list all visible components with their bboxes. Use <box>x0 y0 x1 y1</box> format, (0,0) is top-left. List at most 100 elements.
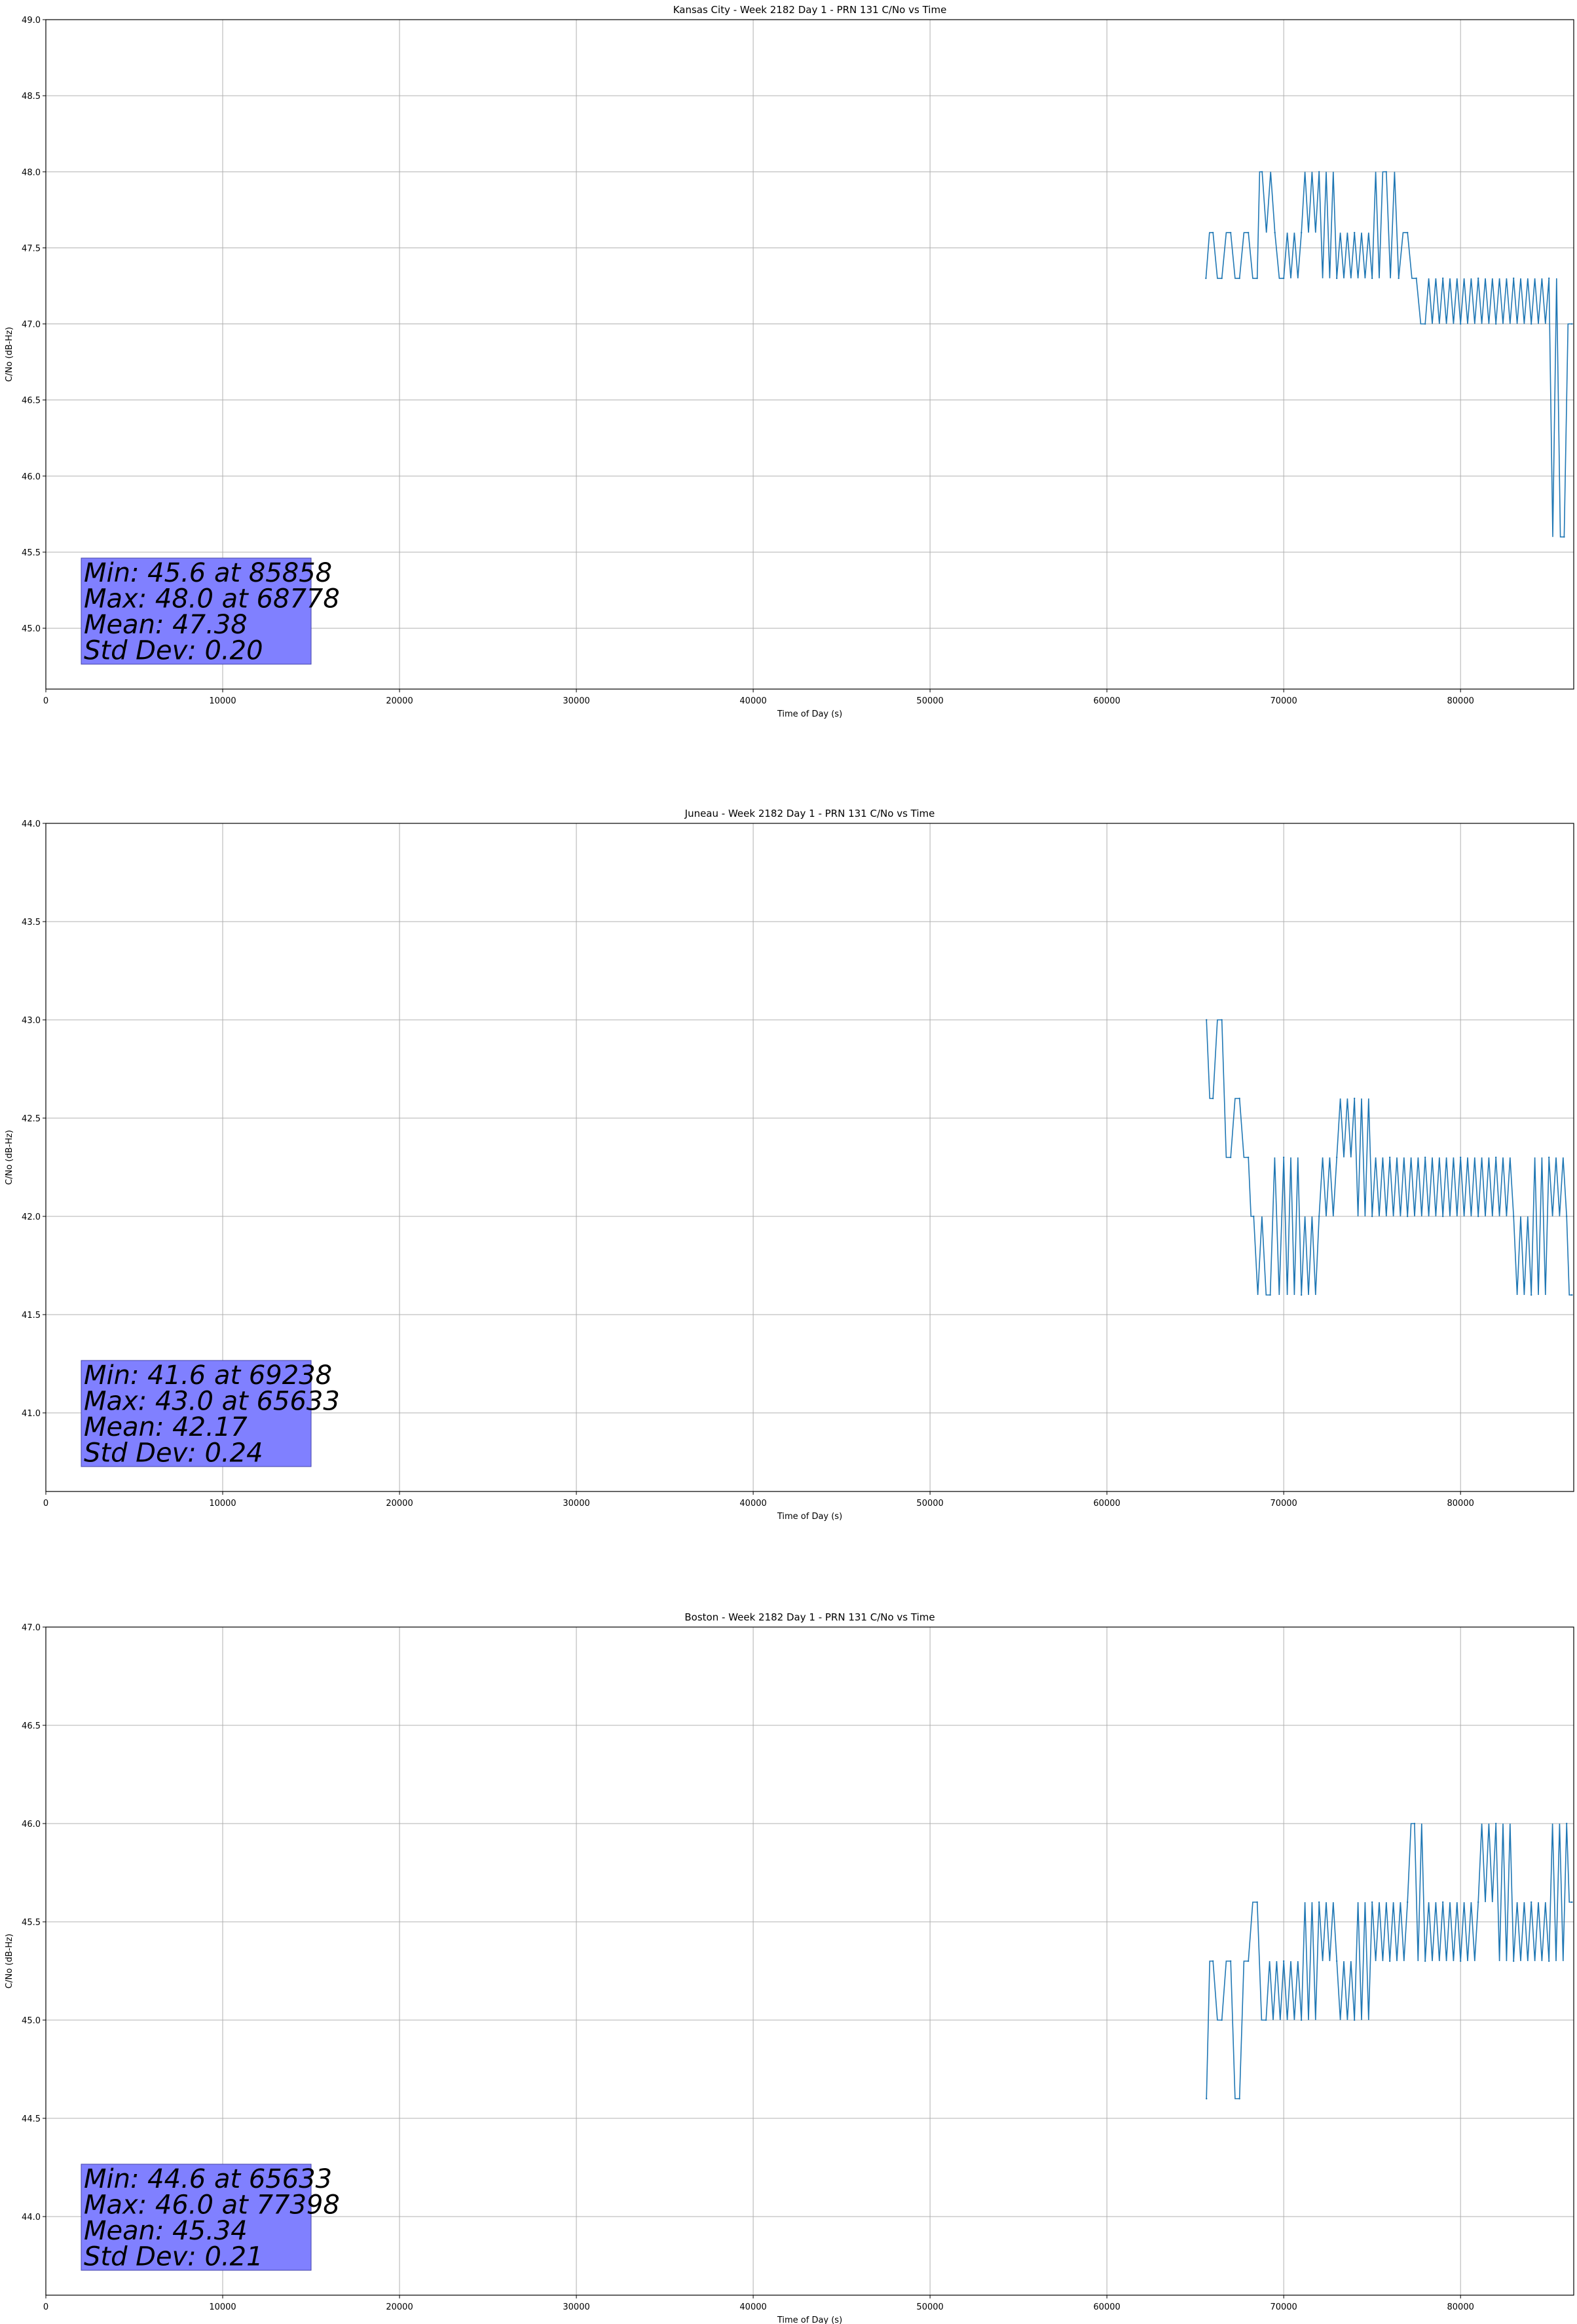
data-point <box>1548 277 1550 280</box>
data-point <box>1300 2019 1303 2021</box>
plot-area-frame <box>45 1626 1574 2296</box>
data-point <box>1238 277 1240 280</box>
x-tick-label: 10000 <box>209 1499 236 1509</box>
x-tick-label: 30000 <box>563 1499 589 1509</box>
data-point <box>1406 231 1409 234</box>
data-point <box>1385 171 1387 173</box>
data-point <box>1229 1156 1232 1159</box>
y-tick-label: 43.5 <box>22 918 41 928</box>
stats-line: Max: 46.0 at 77398 <box>84 2190 340 2221</box>
data-point <box>1353 2019 1356 2021</box>
data-point <box>1459 1156 1462 1159</box>
data-point <box>1282 277 1285 280</box>
stats-line: Std Dev: 0.24 <box>84 1438 263 1469</box>
data-point <box>1212 1960 1214 1962</box>
stats-line: Mean: 45.34 <box>84 2216 248 2246</box>
y-tick-label: 42.0 <box>22 1212 41 1222</box>
x-tick-label: 80000 <box>1447 2302 1474 2312</box>
y-tick-label: 44.0 <box>22 819 41 829</box>
data-point <box>1388 1960 1391 1962</box>
y-tick-label: 45.5 <box>22 548 41 558</box>
y-tick-label: 46.5 <box>22 396 41 406</box>
stats-line: Std Dev: 0.20 <box>84 636 263 666</box>
data-point <box>1459 323 1462 325</box>
data-point <box>1229 1960 1232 1962</box>
data-point <box>1415 277 1417 280</box>
data-point <box>1477 1901 1479 1903</box>
y-tick-label: 45.0 <box>22 2016 41 2026</box>
data-point <box>1441 277 1444 280</box>
y-tick-label: 44.5 <box>22 2114 41 2124</box>
data-point <box>1318 171 1320 173</box>
x-tick-label: 10000 <box>209 696 236 706</box>
data-point <box>1371 277 1373 280</box>
data-point <box>1353 231 1356 234</box>
y-tick-label: 47.0 <box>22 1623 41 1633</box>
chart-panel-2: 0 10000 20000 30000 40000 50000 60000 70000 8000… <box>5 808 1574 1522</box>
data-point <box>1205 277 1207 280</box>
x-axis-label: Time of Day (s) <box>777 2315 842 2324</box>
x-tick-label: 0 <box>43 1499 48 1509</box>
y-axis-label: C/No (dB-Hz) <box>5 1130 14 1185</box>
data-point <box>1441 1215 1444 1218</box>
data-point <box>1571 1901 1573 1903</box>
data-point <box>1335 1156 1338 1159</box>
data-point <box>1459 1960 1462 1962</box>
x-tick-label: 50000 <box>916 2302 943 2312</box>
x-tick-label: 0 <box>43 696 48 706</box>
x-tick-label: 60000 <box>1093 1499 1120 1509</box>
x-tick-label: 30000 <box>563 2302 589 2312</box>
data-point <box>1548 1960 1550 1962</box>
chart-title: Boston - Week 2182 Day 1 - PRN 131 C/No … <box>684 1611 935 1623</box>
data-point <box>1300 1294 1303 1296</box>
y-tick-label: 44.0 <box>22 2213 41 2222</box>
data-point <box>1353 1097 1356 1100</box>
data-point <box>1256 1901 1258 1903</box>
stats-line: Std Dev: 0.21 <box>84 2242 263 2272</box>
data-series-line <box>1205 171 1572 538</box>
stats-box <box>81 557 312 665</box>
stats-line: Min: 44.6 at 65633 <box>84 2164 332 2194</box>
data-point <box>1212 1097 1214 1100</box>
x-tick-label: 20000 <box>386 1499 413 1509</box>
data-point <box>1398 277 1400 280</box>
data-point <box>1247 1156 1250 1159</box>
data-point <box>1512 1215 1515 1218</box>
x-tick-label: 70000 <box>1270 2302 1297 2312</box>
data-point <box>1274 231 1276 234</box>
data-point <box>1282 1960 1285 1962</box>
x-tick-label: 50000 <box>916 1499 943 1509</box>
data-point <box>1371 1215 1373 1218</box>
data-point <box>1206 1019 1208 1021</box>
data-point <box>1512 1960 1515 1962</box>
stats-line: Min: 41.6 at 69238 <box>84 1360 332 1391</box>
y-tick-label: 45.5 <box>22 1918 41 1928</box>
plot-area-frame <box>45 19 1574 690</box>
y-tick-label: 46.0 <box>22 1820 41 1829</box>
data-point <box>1565 1822 1568 1825</box>
data-point <box>1548 1156 1550 1159</box>
data-point <box>1424 323 1426 325</box>
x-tick-label: 10000 <box>209 2302 236 2312</box>
stats-line: Mean: 47.38 <box>84 610 248 640</box>
y-tick-label: 41.5 <box>22 1311 41 1321</box>
data-point <box>1406 1901 1409 1903</box>
stats-line: Min: 45.6 at 85858 <box>84 558 332 588</box>
y-tick-label: 47.5 <box>22 244 41 253</box>
chart-panel-3: 0 10000 20000 30000 40000 50000 60000 70000 8000… <box>5 1611 1574 2324</box>
y-axis-label: C/No (dB-Hz) <box>5 1934 14 1989</box>
y-tick-label: 43.0 <box>22 1016 41 1026</box>
data-point <box>1563 536 1565 538</box>
x-tick-label: 40000 <box>739 1499 766 1509</box>
data-point <box>1571 1294 1573 1296</box>
data-point <box>1282 1156 1285 1159</box>
data-point <box>1221 2019 1223 2021</box>
data-point <box>1256 277 1258 280</box>
data-point <box>1406 1215 1409 1218</box>
y-tick-label: 45.0 <box>22 624 41 634</box>
x-axis-label: Time of Day (s) <box>777 709 842 719</box>
data-point <box>1229 231 1232 234</box>
data-series-line <box>1206 1823 1572 2099</box>
data-point <box>1565 1215 1568 1218</box>
data-point <box>1441 1901 1444 1903</box>
